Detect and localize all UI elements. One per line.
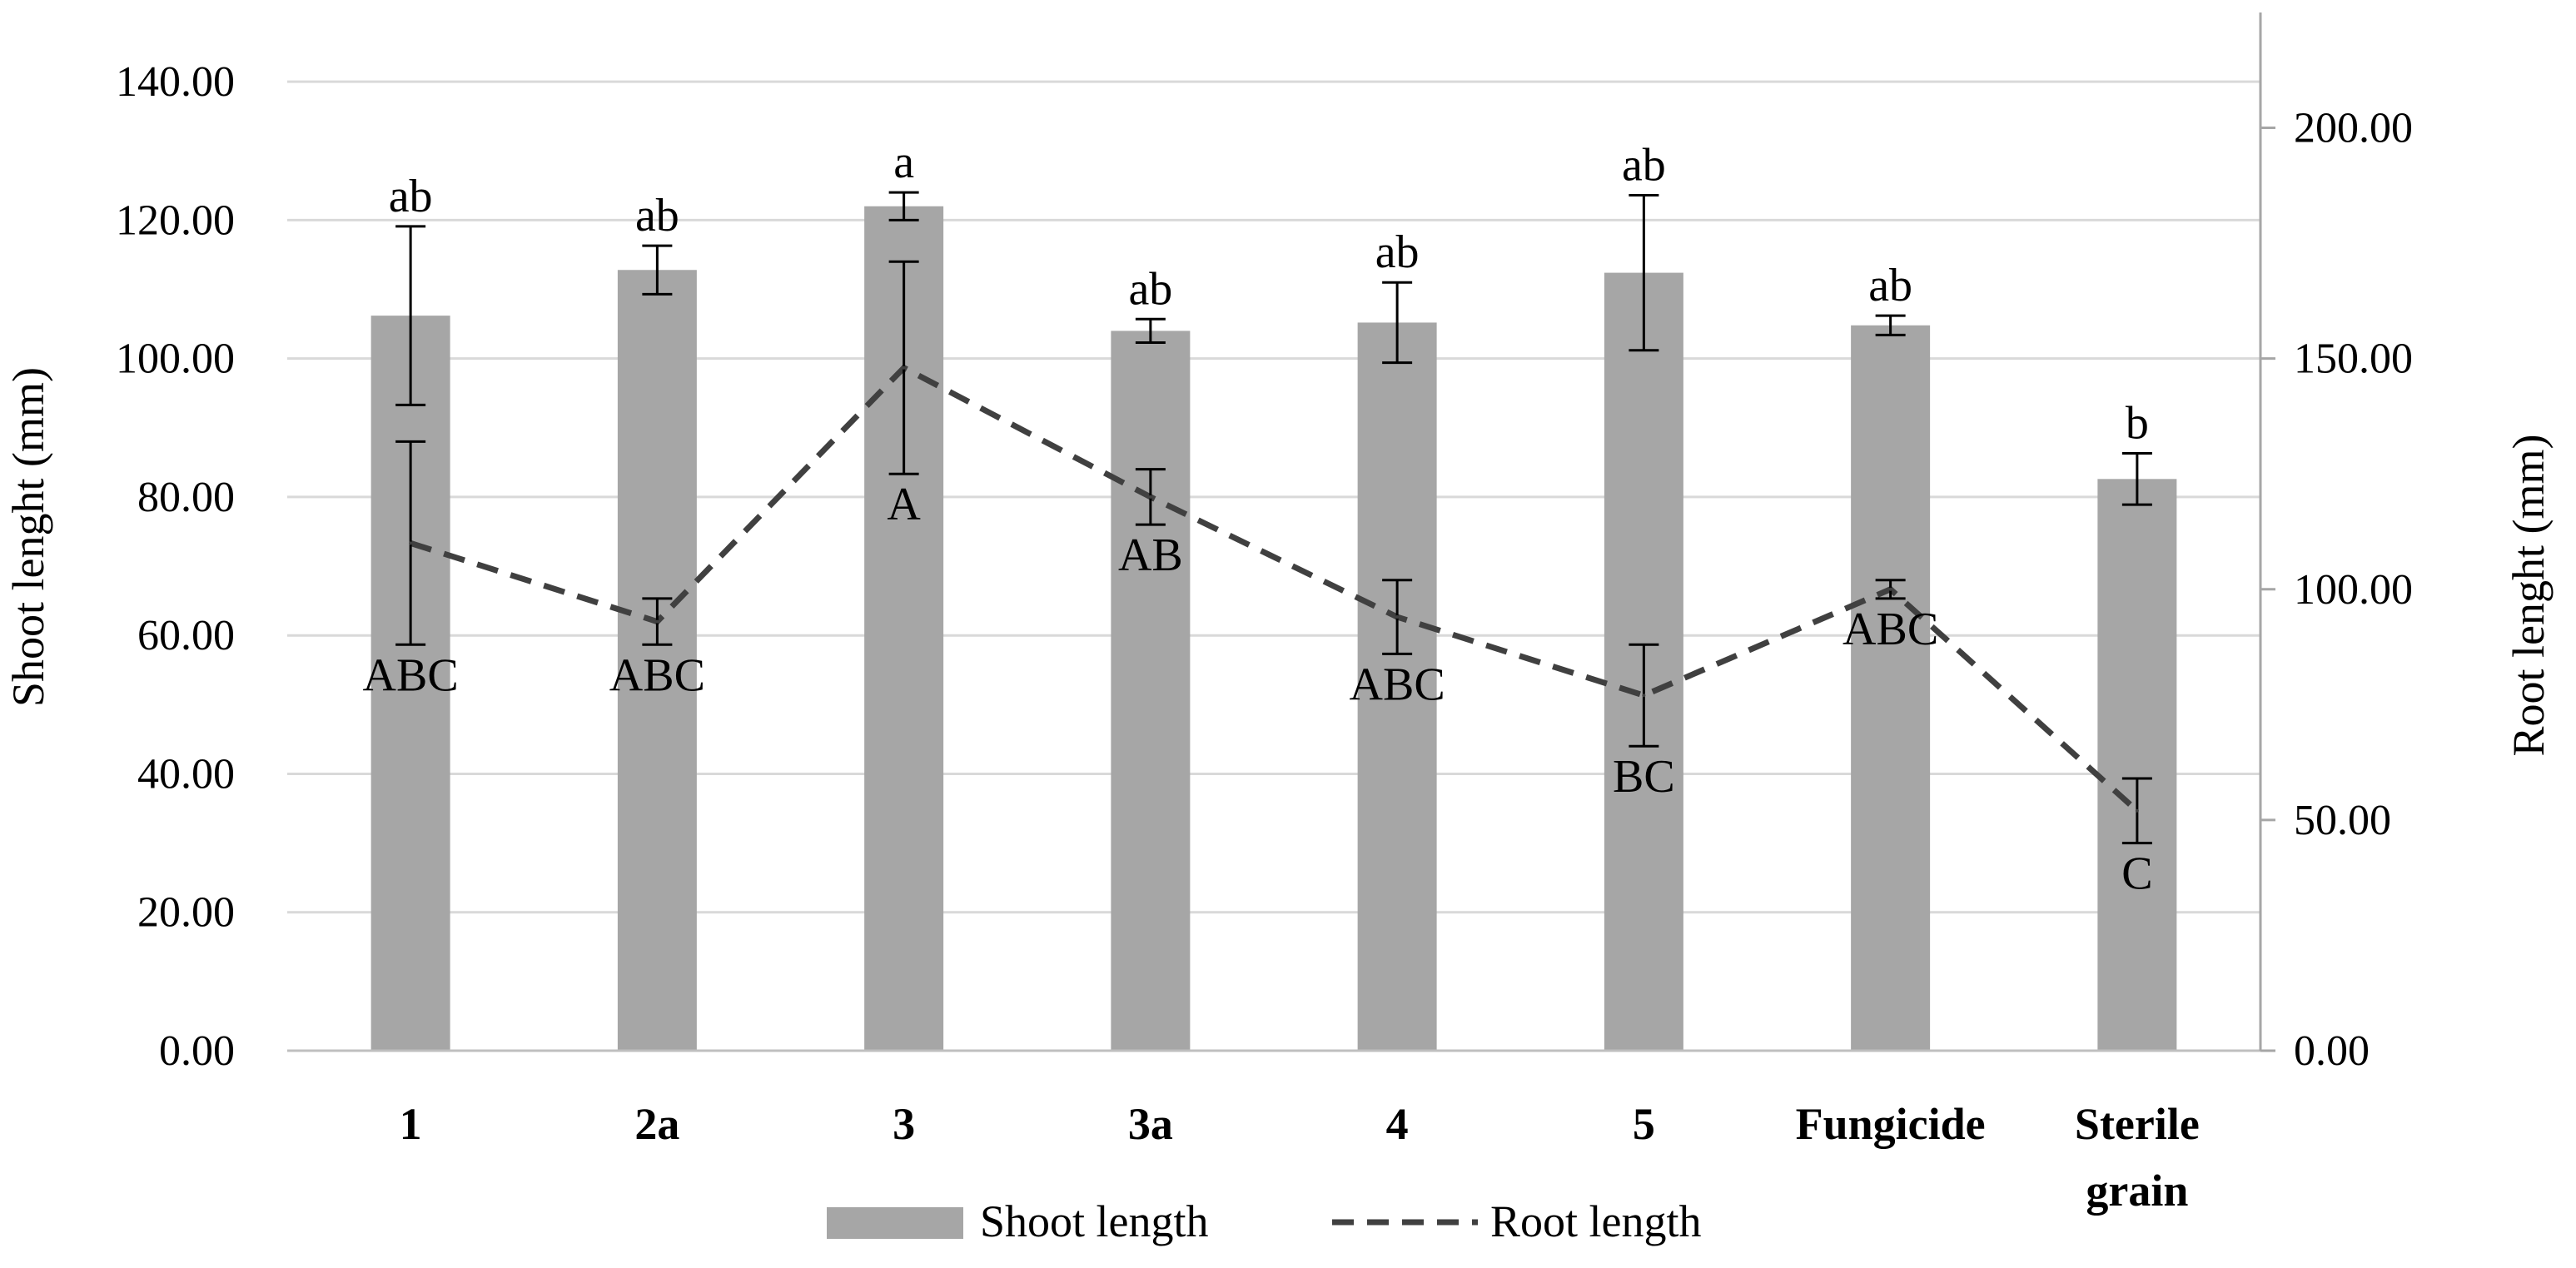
line-point-root-length (655, 619, 659, 624)
root-length-line (395, 260, 2152, 845)
y-left-tick-label: 40.00 (137, 750, 235, 798)
shoot-length-error-bars (395, 191, 2152, 506)
shoot-length-bars (370, 206, 2177, 1052)
line-letter-label: AB (1118, 530, 1183, 581)
bar-letter-label: b (2126, 398, 2149, 450)
bar-letter-label: ab (1128, 263, 1172, 315)
y-right-tick-label: 150.00 (2294, 336, 2413, 383)
line-letter-label: ABC (363, 649, 459, 701)
axes (287, 12, 2275, 1052)
bar-shoot-length (1111, 331, 1191, 1051)
y-right-tick-label: 0.00 (2294, 1027, 2370, 1075)
bar-shoot-length (1357, 322, 1437, 1051)
y-left-tick-label: 140.00 (116, 58, 235, 106)
legend-swatch-shoot-length (827, 1207, 963, 1239)
bar-shoot-length (1851, 325, 1931, 1051)
bar-letter-label: ab (1375, 226, 1420, 278)
legend-label-shoot-length: Shoot length (980, 1196, 1209, 1246)
y-right-tick-label: 50.00 (2294, 797, 2391, 844)
line-letter-label: C (2121, 848, 2152, 900)
bar-letter-label: a (893, 137, 914, 188)
bar-letter-label: ab (1868, 260, 1912, 311)
y-right-tick-label: 100.00 (2294, 566, 2413, 614)
line-point-root-length (1888, 587, 1892, 591)
y-left-tick-label: 100.00 (116, 336, 235, 383)
bar-shoot-length (617, 270, 697, 1052)
line-letter-label: ABC (1350, 659, 1445, 710)
x-category-label: 3 (893, 1099, 915, 1149)
y-right-axis-title: Root lenght (mm) (2504, 435, 2554, 757)
chart-labels: 0.0020.0040.0060.0080.00100.00120.00140.… (116, 58, 2413, 1216)
bar-shoot-length (2097, 479, 2177, 1051)
bar-shoot-length (370, 316, 450, 1051)
x-category-label: grain (2086, 1166, 2188, 1216)
line-point-root-length (2135, 808, 2139, 813)
legend: Shoot length Root length (827, 1196, 1702, 1246)
line-point-root-length (1148, 495, 1152, 499)
y-left-tick-label: 60.00 (137, 612, 235, 659)
line-letter-label: ABC (1842, 604, 1938, 655)
x-category-label: Fungicide (1796, 1099, 1986, 1149)
x-category-label: Sterile (2075, 1099, 2200, 1149)
line-point-root-length (1395, 615, 1400, 619)
root-length-series-line (410, 364, 2140, 813)
x-category-label: 5 (1633, 1099, 1655, 1149)
line-letter-label: A (887, 479, 921, 530)
bar-letter-label: ab (635, 190, 679, 241)
line-point-root-length (902, 365, 906, 370)
line-letter-label: ABC (609, 649, 705, 701)
x-category-label: 2a (634, 1099, 679, 1149)
y-right-tick-label: 200.00 (2294, 105, 2413, 152)
y-left-tick-label: 120.00 (116, 196, 235, 244)
x-category-label: 1 (400, 1099, 422, 1149)
line-letter-label: BC (1613, 751, 1675, 803)
line-point-root-length (1642, 694, 1646, 698)
bar-letter-label: ab (389, 171, 433, 222)
y-left-tick-label: 80.00 (137, 474, 235, 521)
x-category-label: 3a (1128, 1099, 1173, 1149)
y-left-tick-label: 20.00 (137, 889, 235, 937)
x-category-label: 4 (1386, 1099, 1409, 1149)
gridlines (287, 80, 2260, 914)
legend-label-root-length: Root length (1490, 1196, 1702, 1246)
line-point-root-length (409, 541, 413, 545)
y-left-tick-label: 0.00 (159, 1027, 235, 1075)
y-left-axis-title: Shoot lenght (mm) (3, 367, 53, 707)
bar-letter-label: ab (1622, 139, 1666, 191)
